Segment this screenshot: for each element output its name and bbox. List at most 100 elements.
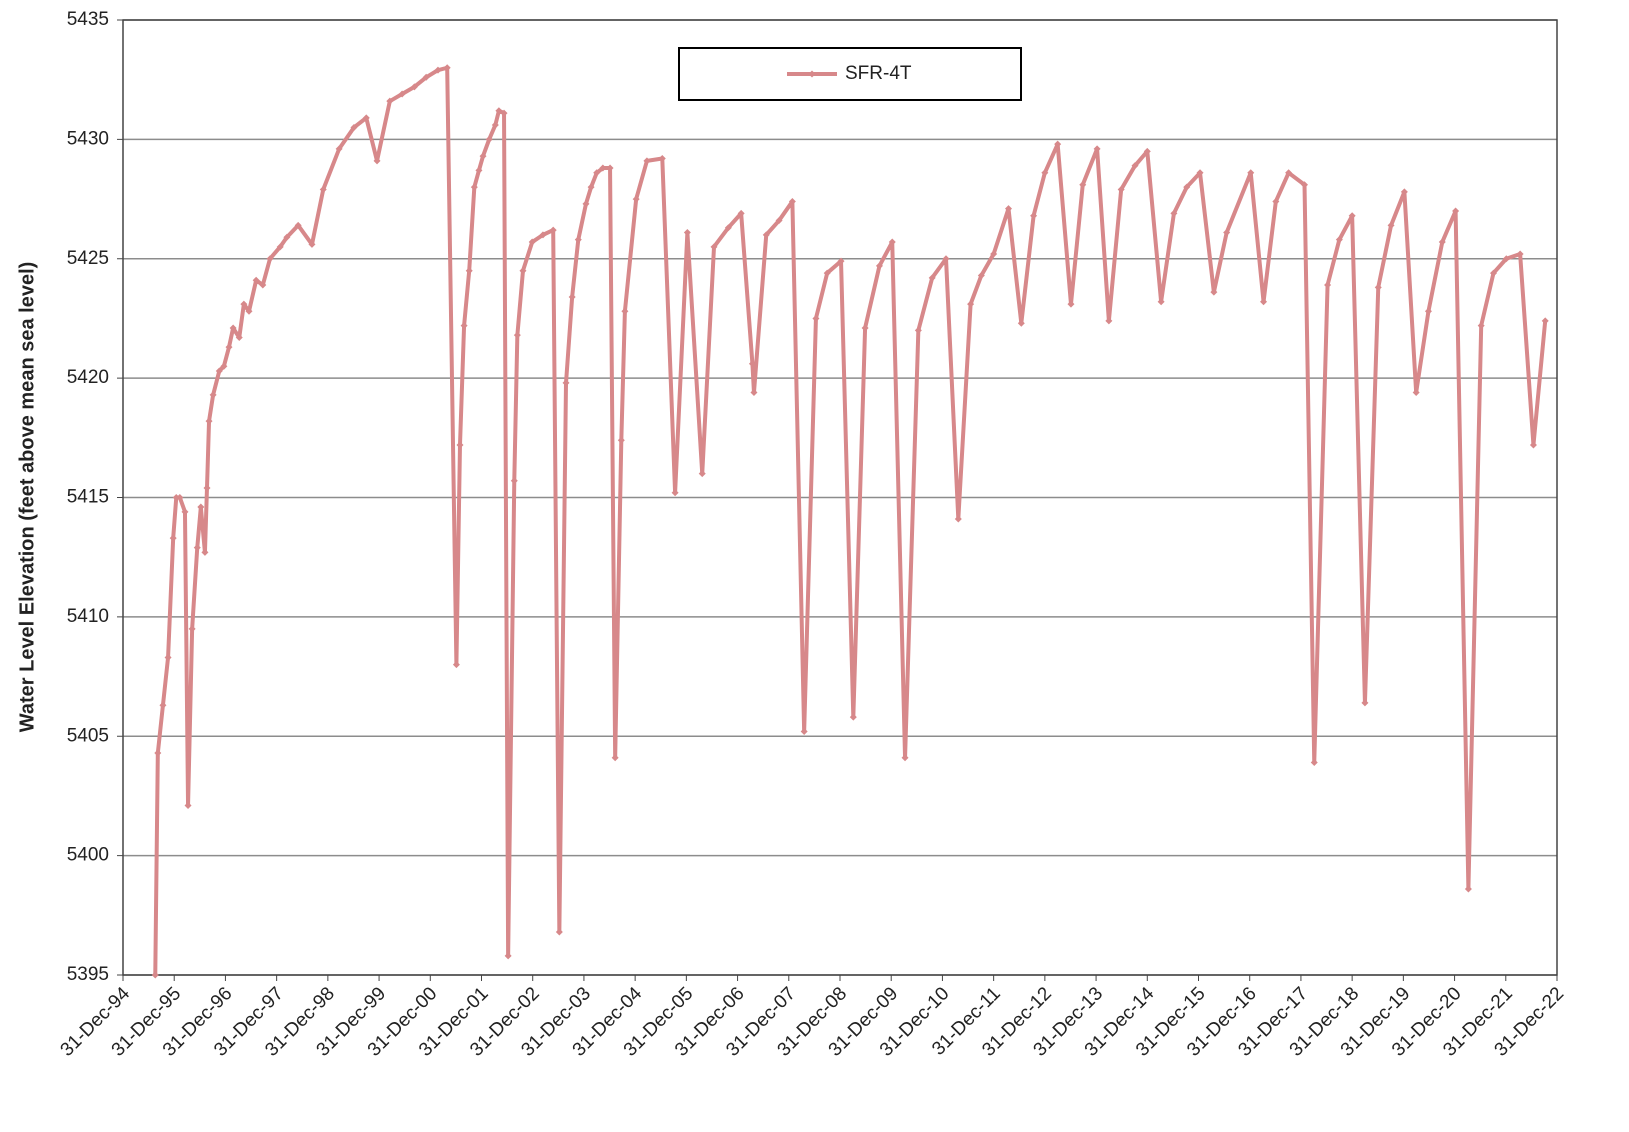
data-point — [1361, 699, 1369, 707]
data-point — [259, 281, 267, 289]
data-point — [1324, 281, 1332, 289]
data-point — [410, 83, 418, 91]
data-point — [398, 90, 406, 98]
data-point — [1272, 197, 1280, 205]
data-point — [452, 661, 460, 669]
data-point — [504, 952, 512, 960]
data-point — [1541, 317, 1549, 325]
data-point — [373, 157, 381, 165]
legend-box — [678, 47, 1022, 101]
data-point — [1301, 181, 1309, 189]
data-point — [235, 334, 243, 342]
data-point — [350, 123, 358, 131]
data-point — [456, 441, 464, 449]
data-point — [519, 267, 527, 275]
data-point — [475, 166, 483, 174]
plot-frame — [122, 19, 1558, 976]
data-point — [169, 534, 177, 542]
data-point — [888, 238, 896, 246]
data-point — [1079, 181, 1087, 189]
data-point — [1529, 441, 1537, 449]
data-point — [1335, 236, 1343, 244]
data-point — [967, 300, 975, 308]
data-point — [1424, 307, 1432, 315]
data-point — [812, 314, 820, 322]
data-point — [1131, 162, 1139, 170]
data-point — [335, 145, 343, 153]
data-point — [1054, 140, 1062, 148]
data-point — [245, 307, 253, 315]
data-point — [901, 754, 909, 762]
data-point — [617, 436, 625, 444]
data-point — [479, 152, 487, 160]
y-tick-label: 5425 — [67, 248, 109, 269]
data-point — [252, 276, 260, 284]
data-point — [465, 267, 473, 275]
data-point — [658, 154, 666, 162]
y-tick-label: 5420 — [67, 367, 109, 388]
data-point — [1041, 169, 1049, 177]
data-point — [954, 515, 962, 523]
data-point — [1004, 205, 1012, 213]
y-tick-label: 5435 — [67, 9, 109, 30]
data-point — [574, 236, 582, 244]
data-point — [240, 300, 248, 308]
data-point — [1477, 322, 1485, 330]
data-point — [587, 183, 595, 191]
data-point — [710, 243, 718, 251]
data-point — [849, 713, 857, 721]
data-point — [495, 107, 503, 115]
data-point — [788, 197, 796, 205]
data-point — [1516, 250, 1524, 258]
data-point — [750, 388, 758, 396]
data-point — [568, 293, 576, 301]
data-point — [1170, 209, 1178, 217]
data-point — [205, 417, 213, 425]
data-point — [1093, 145, 1101, 153]
data-point — [990, 250, 998, 258]
y-tick-label: 5415 — [67, 487, 109, 508]
y-tick-label: 5410 — [67, 606, 109, 627]
data-point — [942, 255, 950, 263]
data-point — [188, 625, 196, 633]
data-point — [1223, 228, 1231, 236]
data-point — [698, 470, 706, 478]
data-point — [319, 186, 327, 194]
data-point — [1374, 283, 1382, 291]
data-point — [555, 928, 563, 936]
data-point — [491, 121, 499, 129]
y-axis-label: Water Level Elevation (feet above mean s… — [16, 262, 38, 733]
data-point — [193, 544, 201, 552]
data-point — [1452, 207, 1460, 215]
data-point — [1067, 300, 1075, 308]
data-point — [683, 228, 691, 236]
data-point — [362, 114, 370, 122]
data-point — [606, 164, 614, 172]
data-point — [1196, 169, 1204, 177]
data-point — [621, 307, 629, 315]
data-point — [1464, 885, 1472, 893]
data-point — [928, 274, 936, 282]
data-point — [1438, 238, 1446, 246]
data-point — [724, 224, 732, 232]
data-point — [434, 66, 442, 74]
data-point — [266, 255, 274, 263]
data-point — [1017, 319, 1025, 327]
data-point — [539, 231, 547, 239]
data-point — [1489, 269, 1497, 277]
y-tick-label: 5405 — [67, 725, 109, 746]
data-point — [762, 231, 770, 239]
data-point — [220, 362, 228, 370]
data-point — [485, 135, 493, 143]
data-point — [209, 391, 217, 399]
data-point — [632, 195, 640, 203]
data-point — [386, 97, 394, 105]
data-point — [1030, 212, 1038, 220]
data-point — [510, 477, 518, 485]
data-point — [1285, 169, 1293, 177]
data-point — [283, 233, 291, 241]
legend-label: SFR-4T — [845, 63, 912, 84]
y-tick-label: 5395 — [67, 964, 109, 985]
data-point — [1387, 221, 1395, 229]
